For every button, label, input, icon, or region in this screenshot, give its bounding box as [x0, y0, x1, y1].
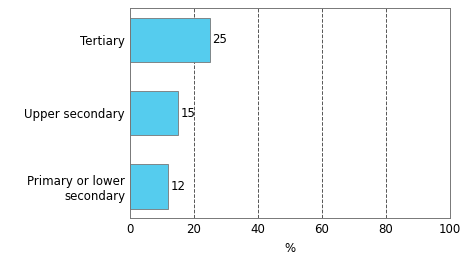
X-axis label: %: %	[284, 242, 295, 255]
Bar	[130, 18, 209, 62]
Text: 25: 25	[212, 33, 227, 46]
Bar	[130, 91, 178, 135]
Text: 12: 12	[170, 180, 186, 193]
Bar	[130, 164, 168, 209]
Text: 15: 15	[180, 107, 195, 119]
